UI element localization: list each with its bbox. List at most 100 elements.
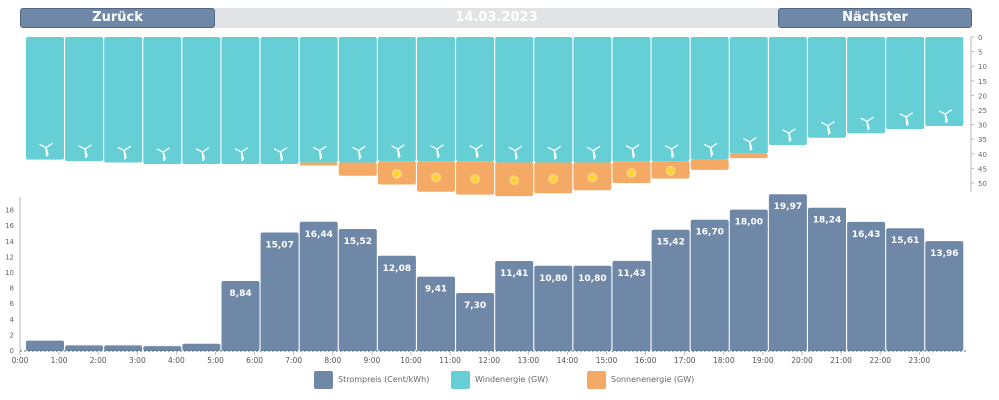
wind-turbine-icon [547,145,561,160]
wind-turbine-icon [234,147,249,162]
wind-bar [26,37,64,160]
wind-turbine-icon [586,145,601,160]
price-x-tick-label: 4:00 [168,356,185,365]
legend-price-label: Strompreis (Cent/kWh) [338,375,430,384]
price-x-tick-label: 8:00 [324,356,341,365]
energy-y-tick-label: 15 [978,78,987,86]
legend-wind-label: Windenergie (GW) [475,375,549,384]
solar-bar [299,162,338,166]
price-bar [729,209,768,351]
wind-bar [260,37,299,165]
date-navigation-bar [20,8,972,28]
wind-bar [377,37,416,162]
wind-turbine-icon [469,144,483,159]
wind-bar [573,37,612,163]
price-bar [534,265,573,351]
wind-turbine-icon [743,137,757,151]
price-x-tick-label: 0:00 [12,356,29,365]
wind-bar [651,37,690,162]
price-x-tick-label: 22:00 [869,356,891,365]
price-data-label: 10,80 [539,274,567,284]
wind-turbine-icon [430,144,444,159]
price-data-label: 8,84 [229,289,251,299]
legend-price-swatch [314,371,333,389]
previous-day-button[interactable]: Zurück [20,8,215,28]
wind-turbine-icon [39,142,53,157]
wind-turbine-icon [273,147,288,162]
price-data-label: 13,96 [930,249,958,259]
price-bar [299,221,338,351]
wind-bar [768,37,807,146]
price-x-tick-label: 7:00 [285,356,302,365]
price-y-tick-label: 0 [10,347,14,355]
price-data-label: 15,61 [891,236,919,246]
price-bar [143,346,182,351]
price-x-tick-label: 10:00 [400,356,422,365]
wind-bar [221,37,260,165]
wind-bar [847,37,886,134]
price-x-tick-label: 6:00 [246,356,263,365]
wind-turbine-icon [352,145,366,160]
price-data-label: 18,24 [813,216,841,226]
wind-bar [729,37,768,154]
price-x-tick-label: 16:00 [635,356,657,365]
sun-icon [629,170,634,176]
current-date: 14.03.2023 [455,10,538,25]
energy-y-tick-label: 5 [978,49,982,57]
price-x-tick-label: 13:00 [517,356,539,365]
legend-solar-label: Sonnenenergie (GW) [611,375,695,384]
price-y-tick-label: 6 [10,300,15,308]
wind-turbine-icon [391,144,405,159]
price-bar [221,281,260,351]
price-bar [651,229,690,351]
wind-bar [104,37,143,163]
price-y-tick-label: 14 [5,238,14,246]
price-x-tick-label: 2:00 [90,356,107,365]
price-x-tick-label: 11:00 [439,356,461,365]
price-data-label: 16,43 [852,230,880,240]
price-data-label: 19,97 [774,202,802,212]
price-bar [690,219,729,351]
price-y-tick-label: 18 [5,207,14,215]
legend-solar-swatch [587,371,606,389]
price-x-tick-label: 18:00 [713,356,735,365]
next-day-button[interactable]: Nächster [778,8,972,28]
price-data-label: 9,41 [425,285,447,295]
wind-bar [417,37,455,162]
price-data-label: 10,80 [578,274,606,284]
sun-icon [550,176,556,182]
energy-y-tick-label: 50 [978,180,987,188]
price-bar [456,293,495,351]
energy-y-tick-label: 30 [978,122,987,130]
price-x-tick-label: 23:00 [908,356,930,365]
price-data-label: 15,42 [656,238,684,248]
price-bar [26,340,64,351]
energy-y-tick-label: 10 [978,63,987,71]
wind-turbine-icon [313,145,327,160]
price-y-tick-label: 16 [5,222,14,230]
wind-turbine-icon [782,128,796,143]
price-data-label: 7,30 [464,301,486,311]
wind-bar [534,37,573,163]
energy-y-tick-label: 35 [978,136,987,144]
price-data-label: 12,08 [383,264,411,274]
solar-bar [690,159,729,170]
price-x-tick-label: 5:00 [207,356,224,365]
wind-turbine-icon [938,109,952,124]
sun-icon [394,171,400,177]
price-x-tick-label: 9:00 [363,356,380,365]
wind-bar [690,37,729,160]
wind-turbine-icon [899,112,913,127]
wind-turbine-icon [821,121,835,135]
wind-turbine-icon [78,144,92,159]
price-data-label: 16,44 [304,230,332,240]
price-bar [377,255,416,351]
wind-turbine-icon [195,147,210,162]
price-bar [260,232,299,351]
price-bar [104,345,143,351]
price-x-tick-label: 14:00 [557,356,579,365]
wind-turbine-icon [508,145,522,160]
wind-bar [65,37,104,162]
sun-icon [589,174,595,180]
